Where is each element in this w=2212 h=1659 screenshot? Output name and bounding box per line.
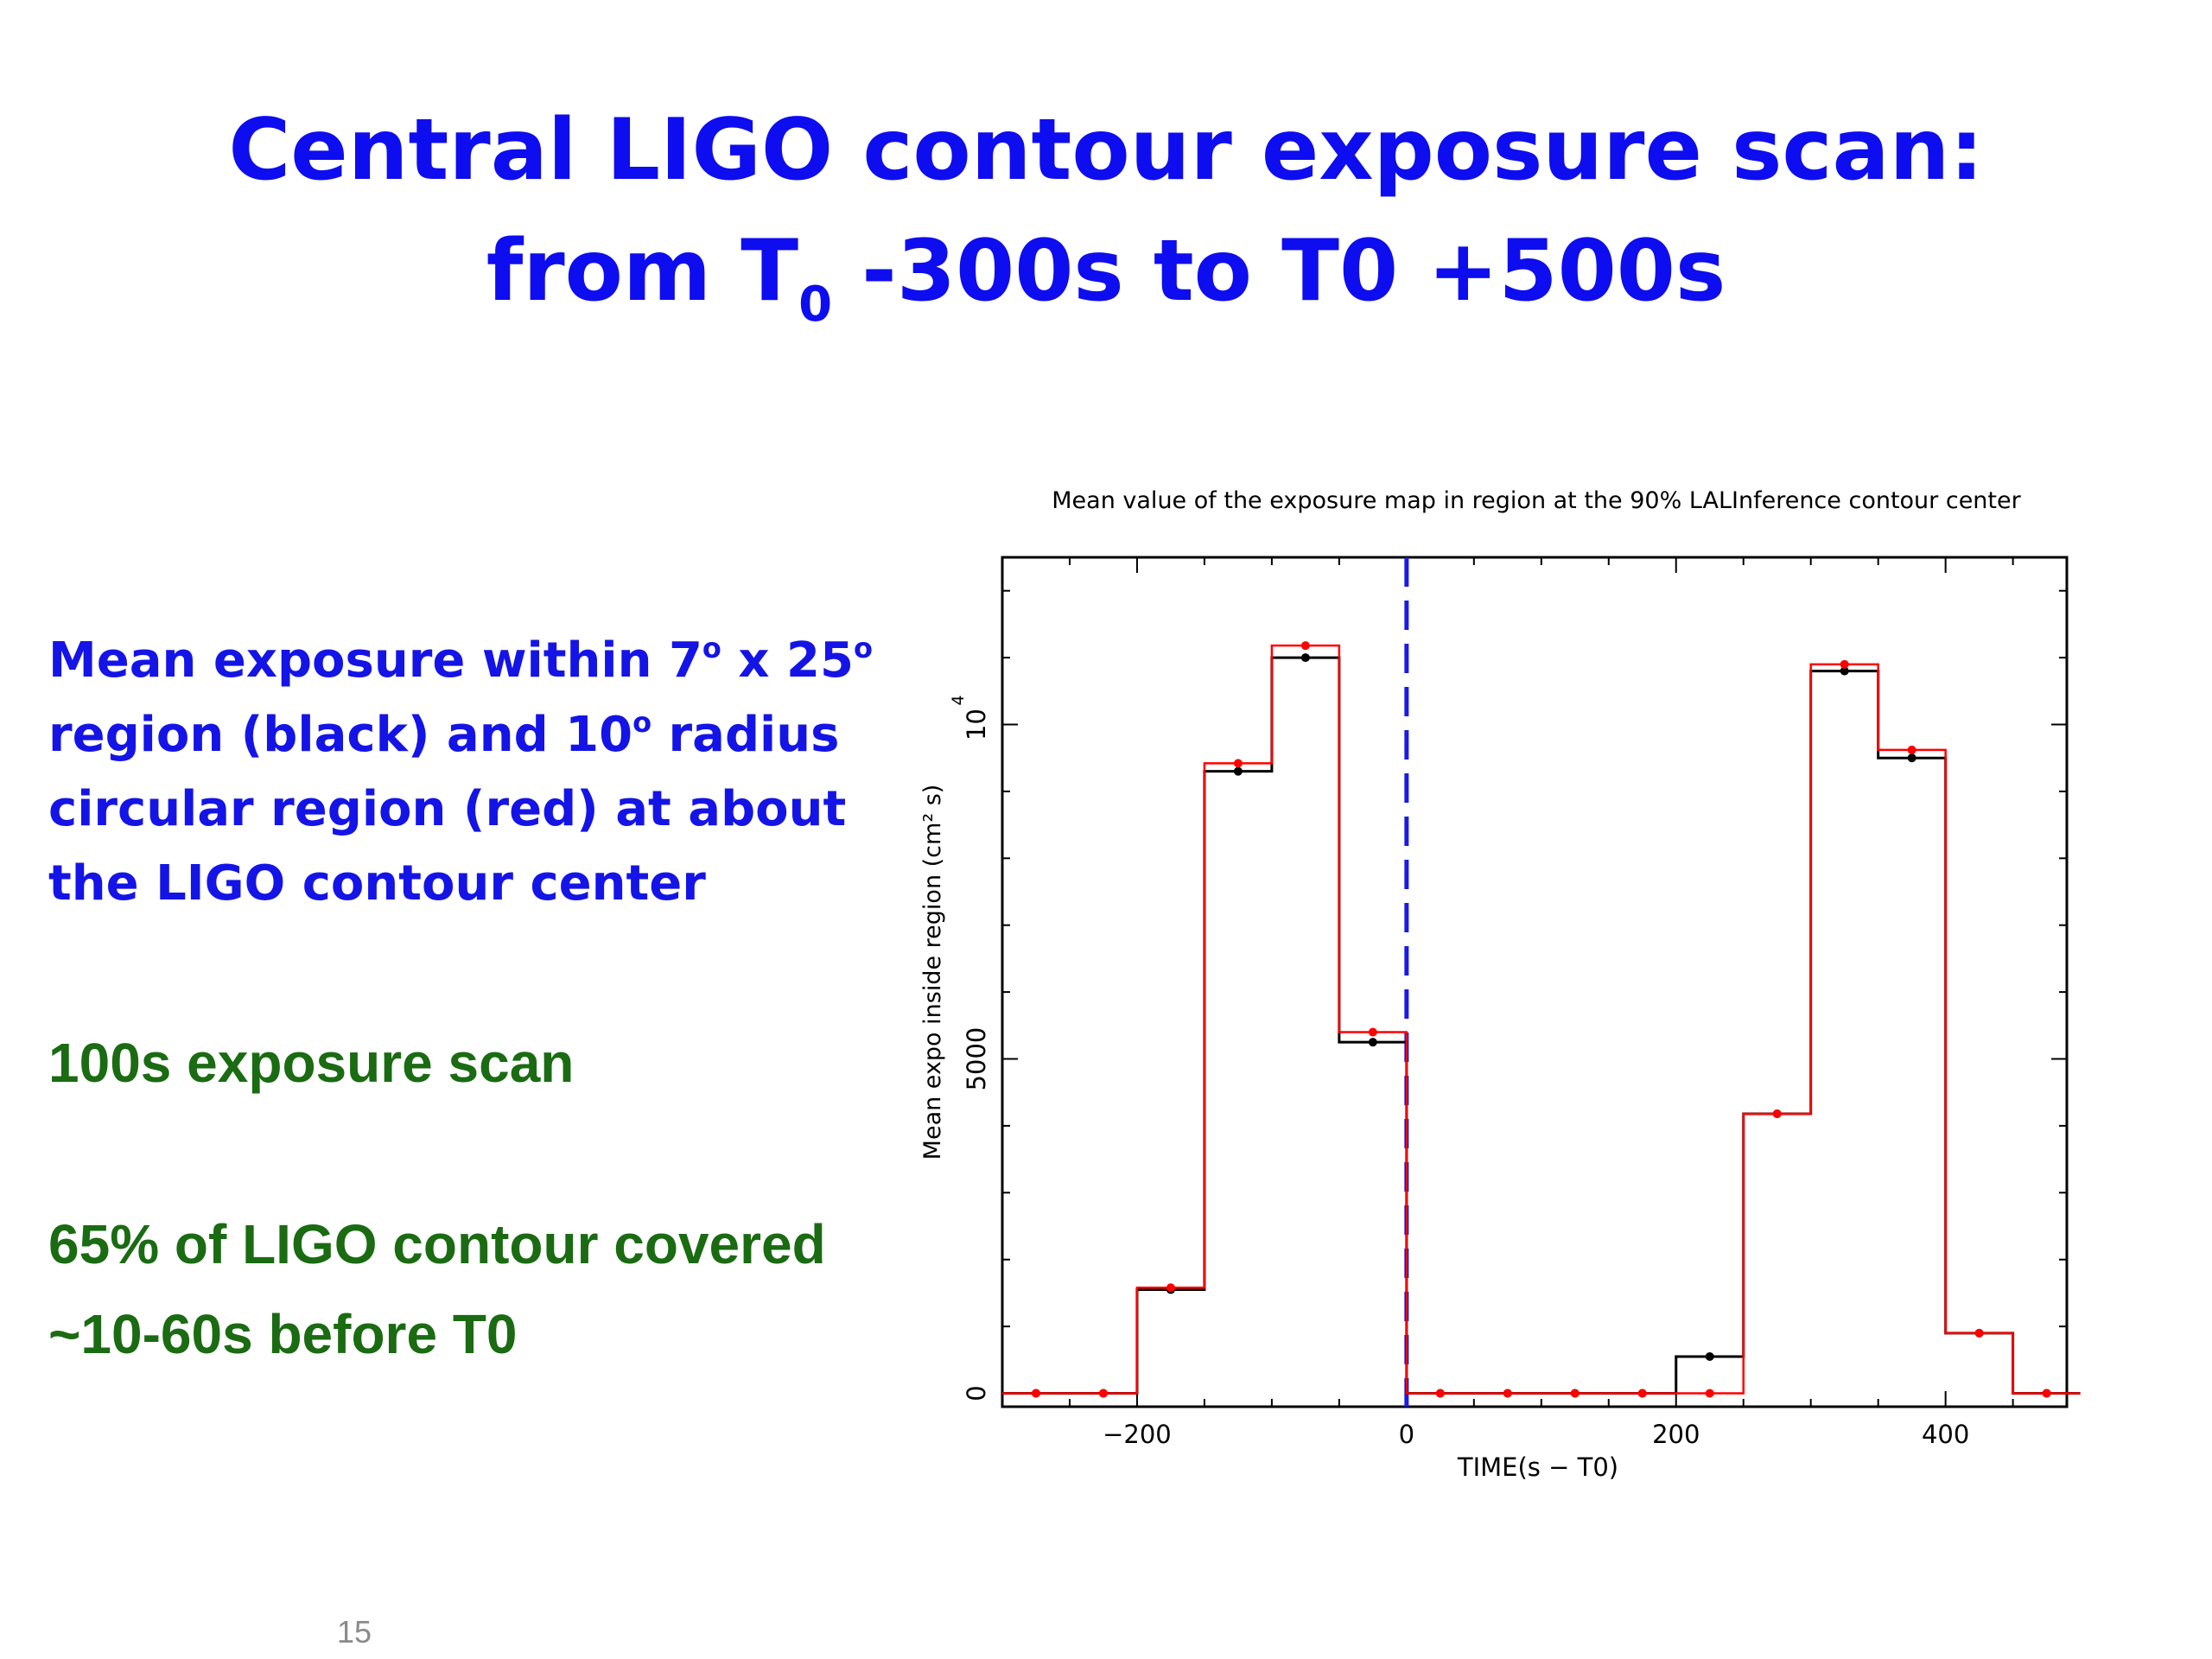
degree-mark-2: o [853,632,873,664]
series-1-step-line [1002,644,2081,1395]
scan-text: 100s exposure scan [48,1032,575,1094]
series-1-point [1233,759,1243,768]
series-1-point [1772,1109,1782,1118]
series-1-point [1300,641,1310,651]
series-0-point [1233,766,1243,776]
x-tick-label: 400 [1922,1420,1969,1449]
x-tick-label: −200 [1103,1420,1172,1449]
slide-title-line2: from T0 -300s to T0 +500s [0,229,2212,329]
degree-mark-3: o [632,706,652,739]
series-0-point [1705,1351,1714,1361]
series-1-point [1098,1389,1108,1398]
plot-frame [1001,556,2069,1408]
series-0-point [1907,753,1916,763]
slide-title-line1: Central LIGO contour exposure scan: [228,101,1984,200]
series-1-point [1368,1027,1377,1037]
series-1-point [1435,1389,1445,1398]
description-text: Mean exposure within 7o x 25o region (bl… [48,624,878,921]
desc-part-3: region (black) and 10 [48,707,633,763]
title-range-text: -300s to T0 +500s [832,222,1726,321]
series-1-point [1705,1389,1714,1398]
series-1-point [1907,745,1916,754]
y-tick-label: 10 [962,709,991,741]
y-axis-label: Mean expo inside region (cm² s) [919,785,946,1160]
y-tick-label: 5000 [962,1027,991,1091]
chart-title: Mean value of the exposure map in region… [1052,487,2021,514]
coverage-text: 65% of LIGO contour covered ~10-60s befo… [48,1213,826,1365]
series-0-point [1300,653,1310,663]
series-1-point [1503,1389,1512,1398]
series-1-point [1840,659,1849,669]
title-from-text: from T [486,222,799,321]
series-1-point [1166,1283,1175,1293]
desc-part-1: Mean exposure within 7 [48,632,702,689]
series-0-point [1368,1038,1377,1047]
series-0-point [1840,666,1849,676]
x-axis-label: TIME(s − T0) [1457,1452,1618,1482]
page-number: 15 [337,1614,372,1649]
degree-mark-1: o [702,632,721,664]
y-tick-label: 0 [962,1385,991,1401]
series-0-step-line [1002,656,2081,1395]
series-1-point [1637,1389,1647,1398]
series-1-point [1570,1389,1580,1398]
desc-part-2: x 25 [721,632,854,689]
title-subscript: 0 [798,276,833,333]
series-1-point [2042,1389,2051,1398]
series-1-point [1031,1389,1040,1398]
y-tick-exponent: 4 [949,695,968,705]
x-tick-label: 0 [1399,1420,1414,1449]
series-1-point [1974,1328,1984,1338]
desc-part-4: radius circular region (red) at about th… [48,707,847,912]
x-tick-label: 200 [1652,1420,1700,1449]
